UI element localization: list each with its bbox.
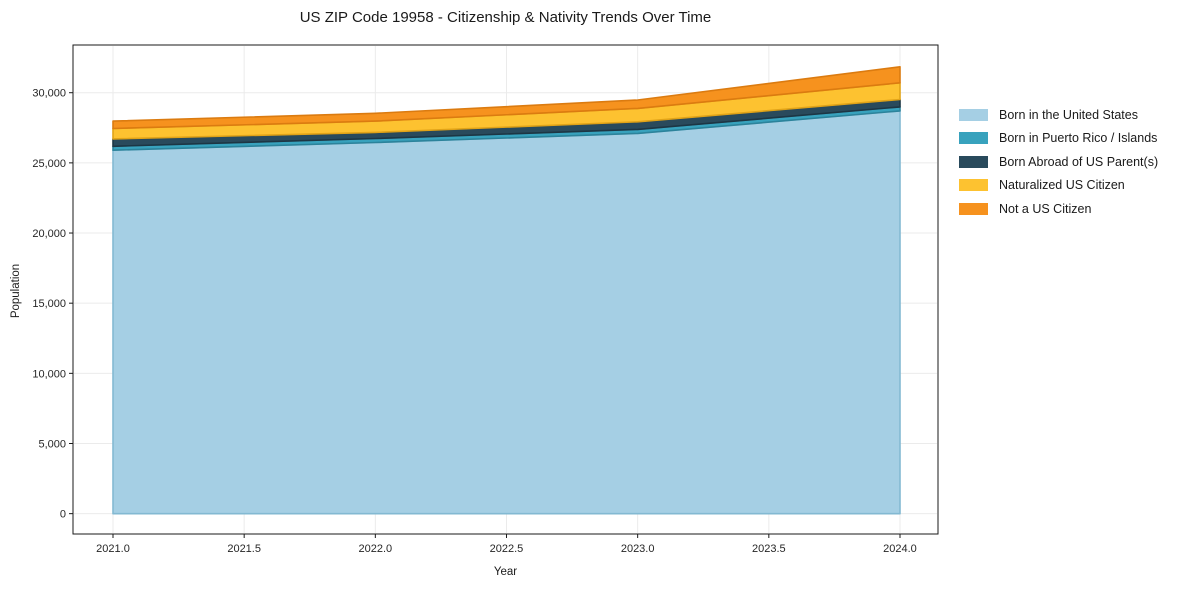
x-tick-label: 2022.0 [359, 543, 393, 555]
x-tick-label: 2021.0 [96, 543, 130, 555]
legend-swatch [959, 155, 988, 168]
legend-label: Born Abroad of US Parent(s) [999, 154, 1159, 169]
y-tick-label: 20,000 [32, 228, 66, 240]
legend-swatch [959, 108, 988, 121]
legend-swatch [959, 132, 988, 145]
legend-label: Born in the United States [999, 107, 1138, 122]
x-tick-label: 2021.5 [227, 543, 261, 555]
legend-item: Born in the United States [959, 103, 1158, 127]
x-tick-label: 2023.0 [621, 543, 655, 555]
y-tick-label: 10,000 [32, 368, 66, 380]
y-tick-label: 30,000 [32, 88, 66, 100]
plot-border [72, 44, 939, 535]
legend-label: Naturalized US Citizen [999, 178, 1125, 193]
legend-swatch [959, 202, 988, 215]
area-band [112, 110, 901, 515]
y-tick-label: 25,000 [32, 158, 66, 170]
legend: Born in the United States Born in Puerto … [959, 103, 1158, 221]
legend-label: Born in Puerto Rico / Islands [999, 131, 1158, 146]
legend-item: Not a US Citizen [959, 197, 1158, 221]
x-tick-label: 2024.0 [883, 543, 917, 555]
x-axis-label: Year [493, 566, 518, 578]
legend-item: Naturalized US Citizen [959, 174, 1158, 198]
legend-item: Born Abroad of US Parent(s) [959, 150, 1158, 174]
area-band [112, 66, 901, 130]
legend-label: Not a US Citizen [999, 201, 1092, 216]
y-tick-label: 5,000 [38, 438, 66, 450]
y-axis-label: Population [10, 263, 22, 319]
x-tick-label: 2022.5 [490, 543, 524, 555]
legend-swatch [959, 179, 988, 192]
chart-title: US ZIP Code 19958 - Citizenship & Nativi… [299, 9, 712, 26]
legend-item: Born in Puerto Rico / Islands [959, 127, 1158, 151]
y-tick-label: 15,000 [32, 298, 66, 310]
y-tick-label: 0 [60, 509, 66, 521]
x-tick-label: 2023.5 [752, 543, 786, 555]
